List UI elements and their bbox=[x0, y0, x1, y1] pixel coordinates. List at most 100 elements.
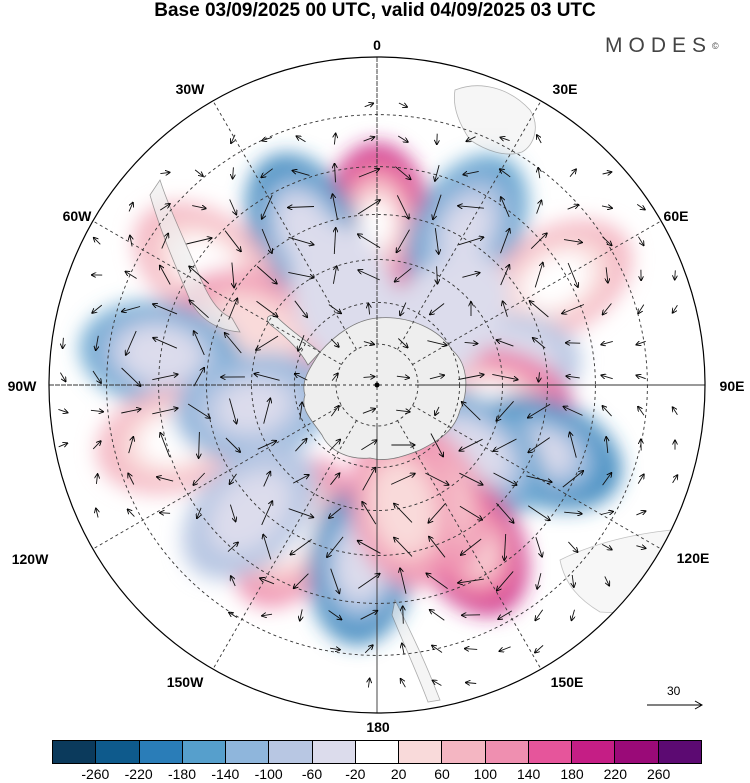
wind-vector bbox=[459, 438, 483, 451]
colorbar-tick-label: 60 bbox=[434, 766, 450, 782]
wind-vector bbox=[401, 679, 406, 688]
wind-vector bbox=[256, 335, 279, 350]
wind-vector bbox=[604, 576, 609, 585]
wind-vector bbox=[189, 266, 210, 284]
colorbar-bin bbox=[53, 741, 97, 763]
colorbar-bin bbox=[312, 741, 356, 763]
wind-vector bbox=[391, 474, 415, 485]
lon-label-120w: 120W bbox=[11, 551, 49, 567]
wind-vector bbox=[263, 398, 271, 424]
wind-vector bbox=[395, 166, 410, 180]
wind-vector bbox=[187, 403, 210, 418]
wind-vector bbox=[125, 272, 137, 279]
wind-vector bbox=[358, 270, 380, 281]
wind-vector bbox=[63, 337, 64, 348]
wind-vector bbox=[288, 508, 314, 518]
wind-vector bbox=[227, 542, 238, 552]
wind-vector bbox=[363, 342, 374, 345]
wind-vector bbox=[499, 646, 511, 651]
wind-vector bbox=[257, 441, 276, 450]
wind-vector bbox=[463, 170, 479, 174]
wind-vector bbox=[636, 375, 646, 378]
wind-vector bbox=[194, 169, 203, 176]
wind-vector bbox=[362, 502, 377, 525]
colorbar-tick-label: 20 bbox=[390, 766, 407, 782]
wind-vector bbox=[600, 512, 613, 515]
antarctic-peninsula bbox=[266, 315, 321, 366]
wind-vector bbox=[466, 136, 476, 142]
wind-vector bbox=[92, 304, 103, 313]
lon-label-120e: 120E bbox=[676, 550, 710, 566]
wind-vector bbox=[426, 573, 448, 589]
lon-label-30w: 30W bbox=[175, 81, 205, 97]
wind-vector bbox=[368, 679, 369, 688]
wind-vector bbox=[58, 443, 68, 447]
wind-vector bbox=[396, 195, 408, 218]
wind-vector bbox=[330, 406, 338, 417]
colorbar-bin bbox=[615, 741, 659, 763]
colorbar-tick-label: 260 bbox=[646, 766, 671, 782]
colorbar-tick-label: 220 bbox=[603, 766, 628, 782]
wind-vector bbox=[60, 372, 65, 382]
wind-vector bbox=[535, 537, 542, 556]
wind-vector bbox=[675, 270, 676, 279]
wind-vector bbox=[193, 368, 204, 387]
colorbar-bin bbox=[355, 741, 400, 763]
wind-vector bbox=[363, 137, 375, 142]
wind-vector bbox=[534, 263, 543, 288]
wind-vector bbox=[263, 472, 271, 487]
wind-vector bbox=[328, 610, 342, 620]
wind-vector bbox=[400, 302, 407, 316]
wind-vector bbox=[537, 135, 542, 144]
wind-vector bbox=[601, 544, 612, 549]
wind-vector bbox=[232, 262, 234, 288]
wind-vector bbox=[94, 238, 101, 245]
wind-vector bbox=[494, 438, 517, 451]
colorbar-tick-label: -20 bbox=[345, 766, 366, 782]
wind-vector bbox=[335, 164, 336, 183]
wind-vector bbox=[400, 568, 407, 594]
lon-label-30e: 30E bbox=[552, 81, 578, 97]
colorbar-ticks: -260 -220 -180 -140 -100 -60 -20 20 60 100 140 180 2… bbox=[52, 766, 702, 783]
wind-vector bbox=[397, 338, 407, 348]
south-america-tip bbox=[149, 179, 241, 333]
wind-vector bbox=[398, 102, 407, 107]
colorbar-tick-label: -140 bbox=[211, 766, 240, 782]
wind-vector bbox=[465, 649, 478, 650]
wind-vector bbox=[637, 474, 644, 484]
wind-vector bbox=[504, 533, 505, 560]
wind-vector bbox=[295, 439, 306, 452]
wind-vector bbox=[160, 433, 171, 458]
wind-vector bbox=[254, 374, 280, 381]
lat-lon-grid bbox=[49, 57, 705, 713]
wind-vector bbox=[225, 437, 240, 452]
colorbar-bin bbox=[269, 741, 313, 763]
wind-vector bbox=[262, 195, 273, 219]
wind-vector bbox=[261, 228, 272, 253]
wind-vector bbox=[539, 372, 540, 381]
wind-vector bbox=[362, 409, 375, 414]
wind-vector bbox=[567, 205, 579, 210]
wind-vector bbox=[564, 407, 583, 416]
wind-vector bbox=[563, 240, 582, 243]
new-zealand bbox=[391, 598, 441, 703]
wind-vector bbox=[360, 611, 378, 620]
wind-vector bbox=[536, 200, 542, 214]
wind-vector bbox=[638, 407, 645, 416]
wind-vector bbox=[121, 409, 140, 414]
reference-vector-label: 30 bbox=[667, 684, 681, 698]
wind-vector bbox=[153, 304, 178, 315]
wind-vector bbox=[261, 168, 273, 178]
wind-vector bbox=[396, 376, 409, 378]
wind-vector bbox=[130, 236, 132, 247]
wind-vector bbox=[358, 541, 381, 554]
wind-vector bbox=[364, 103, 374, 106]
wind-vector bbox=[330, 648, 340, 650]
wind-vector bbox=[533, 338, 546, 349]
wind-vector bbox=[496, 502, 513, 523]
wind-vector bbox=[564, 512, 582, 514]
wind-vector bbox=[458, 237, 484, 246]
wind-vector bbox=[364, 645, 373, 654]
colorbar-bin bbox=[572, 741, 616, 763]
wind-vector bbox=[500, 169, 511, 178]
